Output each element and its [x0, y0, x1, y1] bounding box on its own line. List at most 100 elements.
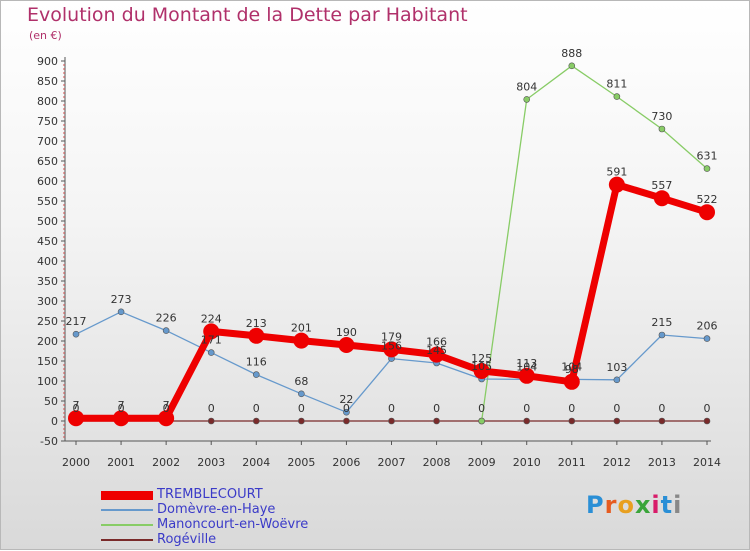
data-label: 0 — [73, 402, 80, 415]
data-label: 7 — [73, 399, 80, 412]
data-label: 7 — [163, 399, 170, 412]
y-tick-label: 250 — [37, 315, 58, 328]
data-point — [383, 341, 400, 358]
data-point — [158, 410, 175, 427]
data-point — [613, 93, 621, 100]
data-label: 0 — [253, 402, 260, 415]
data-label: 811 — [606, 78, 627, 91]
data-point — [568, 417, 576, 425]
data-point — [703, 165, 711, 172]
data-label: 125 — [471, 352, 492, 365]
y-tick-label: 600 — [37, 175, 58, 188]
data-point — [478, 417, 485, 425]
data-label: 156 — [381, 340, 402, 353]
data-label: 0 — [298, 402, 305, 415]
data-label: 145 — [426, 344, 447, 357]
data-point — [608, 176, 625, 193]
x-tick-label: 2006 — [332, 456, 360, 469]
x-tick-label: 2012 — [603, 456, 631, 469]
logo-letter: t — [660, 491, 674, 519]
data-point — [203, 323, 220, 340]
legend-label: TREMBLECOURT — [157, 487, 263, 502]
data-label: 522 — [697, 193, 718, 206]
data-label: 0 — [568, 402, 575, 415]
data-label: 206 — [697, 320, 718, 333]
legend-label: Domèvre-en-Haye — [157, 502, 276, 517]
legend-item: Rogéville — [101, 533, 401, 548]
data-point — [338, 337, 355, 353]
logo-letter: P — [586, 491, 605, 519]
chart-unit: (en €) — [29, 29, 62, 42]
chart-title: Evolution du Montant de la Dette par Hab… — [27, 4, 468, 26]
x-tick-label: 2003 — [197, 456, 225, 469]
data-point — [68, 410, 84, 427]
data-label: 631 — [697, 150, 718, 163]
legend-label: Manoncourt-en-Woëvre — [157, 517, 309, 532]
y-tick-label: 350 — [37, 275, 58, 288]
data-point — [563, 373, 580, 390]
x-tick-label: 2013 — [648, 456, 676, 469]
data-label: 113 — [516, 357, 537, 370]
data-point — [252, 417, 260, 425]
y-tick-label: 50 — [44, 395, 58, 408]
data-label: 888 — [561, 47, 582, 60]
data-label: 171 — [201, 334, 222, 347]
y-tick-label: 900 — [37, 55, 58, 68]
y-tick-label: 650 — [37, 155, 58, 168]
x-tick-label: 2000 — [62, 456, 90, 469]
data-label: 0 — [478, 402, 485, 415]
data-label: 104 — [516, 360, 537, 373]
data-point — [473, 363, 490, 379]
data-label: 0 — [208, 402, 215, 415]
y-tick-label: 150 — [37, 355, 58, 368]
data-label: 0 — [343, 402, 350, 415]
y-tick-label: 450 — [37, 235, 58, 248]
logo-letter: x — [634, 491, 652, 519]
data-point — [658, 417, 666, 425]
data-label: 0 — [523, 402, 530, 415]
legend: TREMBLECOURT Domèvre-en-Haye Manoncourt-… — [101, 488, 401, 548]
y-tick-label: 400 — [37, 255, 58, 268]
data-point — [613, 417, 621, 425]
data-label: 166 — [426, 336, 447, 349]
data-label: 0 — [118, 402, 125, 415]
data-label: 226 — [156, 312, 177, 325]
data-label: 190 — [336, 326, 357, 339]
data-label: 0 — [658, 402, 665, 415]
legend-item: Manoncourt-en-Woëvre — [101, 518, 401, 533]
y-tick-label: 750 — [37, 115, 58, 128]
x-tick-label: 2008 — [423, 456, 451, 469]
data-label: 224 — [201, 312, 222, 325]
logo-letter: i — [651, 491, 661, 519]
data-label: 0 — [388, 402, 395, 415]
y-tick-label: -50 — [40, 435, 58, 448]
x-tick-label: 2010 — [513, 456, 541, 469]
data-label: 116 — [246, 356, 267, 369]
data-point — [613, 376, 621, 384]
data-label: 0 — [163, 402, 170, 415]
legend-item: TREMBLECOURT — [101, 488, 401, 503]
legend-item: Domèvre-en-Haye — [101, 503, 401, 518]
legend-label: Rogéville — [157, 532, 217, 547]
data-label: 804 — [516, 80, 537, 93]
proxiti-logo: Proxiti — [586, 491, 682, 519]
data-label: 22 — [339, 393, 353, 406]
x-tick-label: 2002 — [152, 456, 180, 469]
data-point — [248, 327, 265, 344]
data-label: 179 — [381, 330, 402, 343]
y-tick-label: 300 — [37, 295, 58, 308]
data-point — [207, 349, 215, 356]
data-point — [658, 331, 666, 339]
data-label: 7 — [118, 399, 125, 412]
data-point — [207, 417, 215, 425]
y-tick-label: 700 — [37, 135, 58, 148]
legend-swatch — [101, 539, 153, 541]
legend-swatch — [101, 524, 153, 526]
data-label: 0 — [433, 402, 440, 415]
data-point — [658, 125, 666, 133]
logo-letter: o — [617, 491, 635, 519]
data-label: 201 — [291, 322, 312, 335]
data-point — [72, 330, 80, 338]
